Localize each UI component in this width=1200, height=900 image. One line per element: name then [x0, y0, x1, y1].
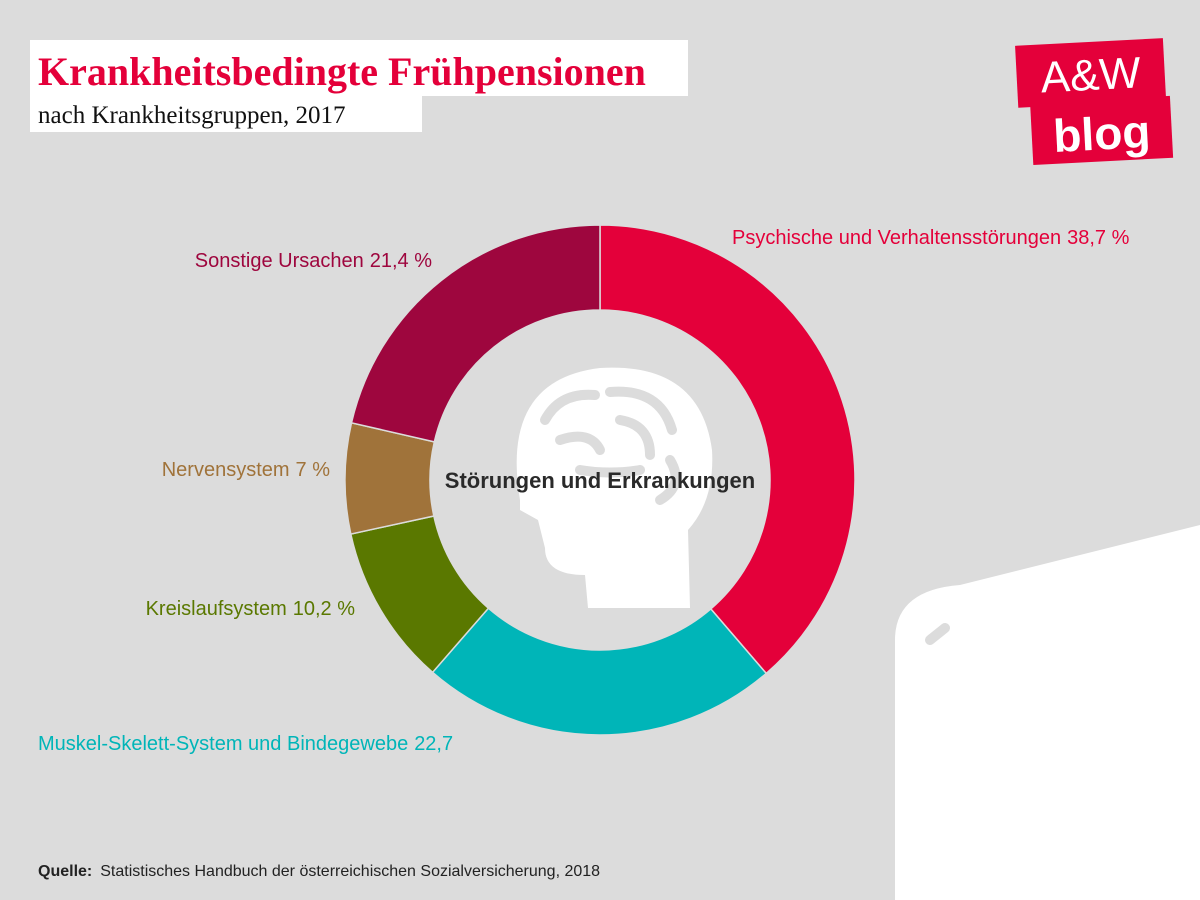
slice-label: Psychische und Verhaltensstörungen 38,7 %: [732, 227, 1130, 249]
value-label: 21,4 %: [370, 250, 432, 272]
slice-label: Kreislaufsystem 10,2 %: [146, 598, 356, 620]
chart-subtitle: nach Krankheitsgruppen, 2017: [38, 102, 346, 129]
slice-label: Muskel-Skelett-System und Bindegewebe 22,…: [38, 733, 453, 755]
slice: [431, 607, 768, 736]
donut: [344, 224, 856, 736]
category-label: Muskel-Skelett-System und Bindegewebe: [38, 733, 408, 755]
value-label: 7 %: [296, 459, 331, 481]
logo: A&W blog: [1015, 38, 1174, 166]
category-label: Sonstige Ursachen: [195, 250, 364, 272]
decoration: [895, 525, 1200, 900]
value-label: 22,7: [414, 733, 453, 755]
brain-icon: [540, 386, 681, 505]
logo-box: [1030, 95, 1174, 166]
value-label: 38,7 %: [1067, 227, 1129, 249]
head-icon: [516, 367, 713, 608]
source-label: Quelle:: [38, 863, 92, 880]
logo-text: blog: [1052, 105, 1152, 162]
category-label: Nervensystem: [162, 459, 290, 481]
center-label: Störungen und Erkrankungen: [445, 468, 755, 493]
slice-label: Nervensystem 7 %: [162, 459, 330, 481]
slice: [350, 224, 601, 443]
category-label: Psychische und Verhaltensstörungen: [732, 227, 1061, 249]
subtitle-box: [30, 94, 422, 132]
source-text: Statistisches Handbuch der österreichisc…: [100, 863, 600, 880]
slice: [599, 224, 856, 675]
category-label: Kreislaufsystem: [146, 598, 287, 620]
slice-label: Sonstige Ursachen 21,4 %: [195, 250, 432, 272]
source: Quelle: Statistisches Handbuch der österr…: [38, 863, 600, 880]
logo-box: [1015, 38, 1167, 108]
chart-title: Krankheitsbedingte Frühpensionen: [38, 49, 646, 94]
value-label: 10,2 %: [293, 598, 355, 620]
decoration: [925, 623, 950, 645]
logo-text: A&W: [1039, 48, 1142, 102]
title-box: [30, 40, 688, 96]
